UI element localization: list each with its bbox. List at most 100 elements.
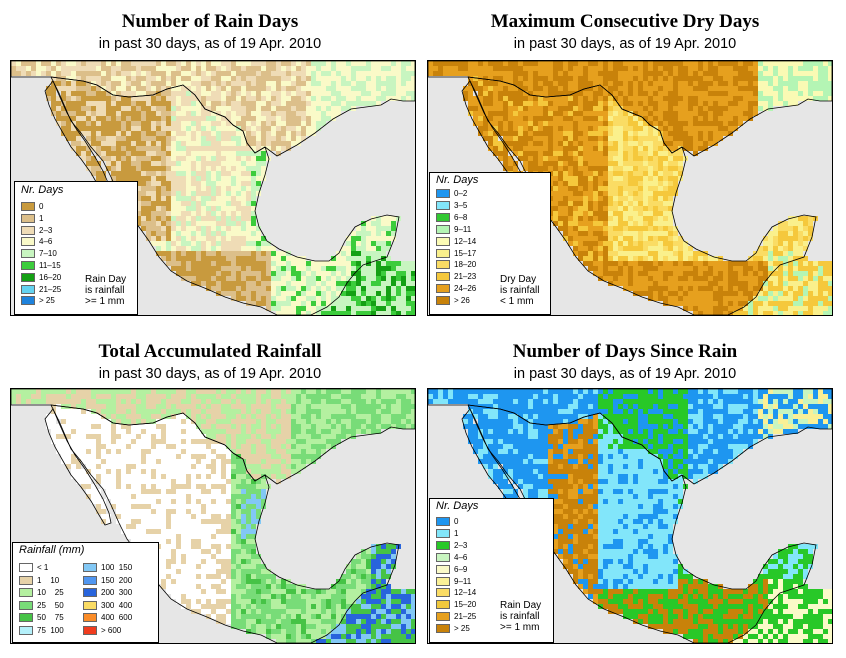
map-cell (261, 404, 266, 409)
map-cell (668, 71, 673, 76)
map-cell (126, 126, 131, 131)
map-cell (181, 111, 186, 116)
map-cell (803, 221, 808, 226)
map-cell (391, 61, 396, 66)
map-cell (286, 266, 291, 271)
map-cell (356, 71, 361, 76)
map-cell (231, 66, 236, 71)
map-cell (151, 211, 156, 216)
map-cell (111, 171, 116, 176)
map-cell (361, 246, 366, 251)
map-cell (91, 146, 96, 151)
map-cell (106, 66, 111, 71)
map-cell (96, 116, 101, 121)
map-cell (206, 76, 211, 81)
map-cell (733, 61, 738, 66)
map-cell (306, 116, 311, 121)
map-cell (171, 251, 176, 256)
map-cell (91, 166, 96, 171)
map-cell (401, 91, 406, 96)
map-cell (618, 226, 623, 231)
map-cell (256, 261, 261, 266)
map-cell (271, 126, 276, 131)
map-cell (51, 71, 56, 76)
map-cell (411, 286, 415, 291)
map-cell (563, 171, 568, 176)
map-cell (513, 116, 518, 121)
map-cell (206, 404, 211, 409)
map-cell (678, 76, 683, 81)
map-cell (216, 266, 221, 271)
map-cell (553, 86, 558, 91)
map-cell (176, 236, 181, 241)
map-cell (336, 404, 341, 409)
map-cell (708, 311, 713, 315)
map-cell (778, 291, 783, 296)
map-cell (773, 291, 778, 296)
map-cell (286, 281, 291, 286)
map-cell (311, 126, 316, 131)
map-cell (613, 86, 618, 91)
map-cell (116, 76, 121, 81)
map-cell (251, 146, 256, 151)
map-cell (548, 166, 553, 171)
map-cell (371, 281, 376, 286)
map-cell (568, 141, 573, 146)
map-cell (246, 61, 251, 66)
map-cell (783, 306, 788, 311)
map-cell (46, 394, 51, 399)
map-cell (573, 66, 578, 71)
map-cell (171, 226, 176, 231)
map-cell (613, 81, 618, 86)
map-cell (191, 226, 196, 231)
map-cell (356, 91, 361, 96)
map-cell (286, 291, 291, 296)
map-cell (568, 231, 573, 236)
map-cell (753, 296, 758, 301)
map-cell (658, 86, 663, 91)
map-cell (296, 276, 301, 281)
map-cell (311, 76, 316, 81)
map-cell (101, 66, 106, 71)
map-cell (196, 394, 201, 399)
map-cell (151, 404, 156, 409)
map-cell (678, 156, 683, 161)
map-cell (191, 186, 196, 191)
map-cell (643, 156, 648, 161)
map-cell (256, 281, 261, 286)
map-cell (568, 81, 573, 86)
map-cell (261, 116, 266, 121)
map-cell (141, 201, 146, 206)
map-cell (246, 171, 251, 176)
map-cell (653, 251, 658, 256)
map-cell (296, 101, 301, 106)
map-cell (286, 91, 291, 96)
map-cell (828, 81, 832, 86)
map-cell (803, 241, 808, 246)
map-cell (803, 81, 808, 86)
map-cell (588, 96, 593, 101)
map-cell (603, 226, 608, 231)
map-cell (271, 121, 276, 126)
map-cell (171, 389, 176, 394)
map-cell (728, 261, 733, 266)
map-cell (473, 81, 478, 86)
map-cell (473, 116, 478, 121)
map-cell (483, 96, 488, 101)
map-cell (156, 251, 161, 256)
map-cell (196, 96, 201, 101)
map-cell (623, 186, 628, 191)
map-cell (276, 301, 281, 306)
map-cell (121, 151, 126, 156)
map-cell (351, 301, 356, 306)
map-cell (498, 146, 503, 151)
map-cell (618, 281, 623, 286)
map-cell (628, 246, 633, 251)
map-cell (176, 101, 181, 106)
map-cell (518, 146, 523, 151)
map-cell (206, 101, 211, 106)
map-cell (688, 246, 693, 251)
map-cell (231, 211, 236, 216)
map-cell (301, 296, 306, 301)
map-cell (166, 399, 171, 404)
